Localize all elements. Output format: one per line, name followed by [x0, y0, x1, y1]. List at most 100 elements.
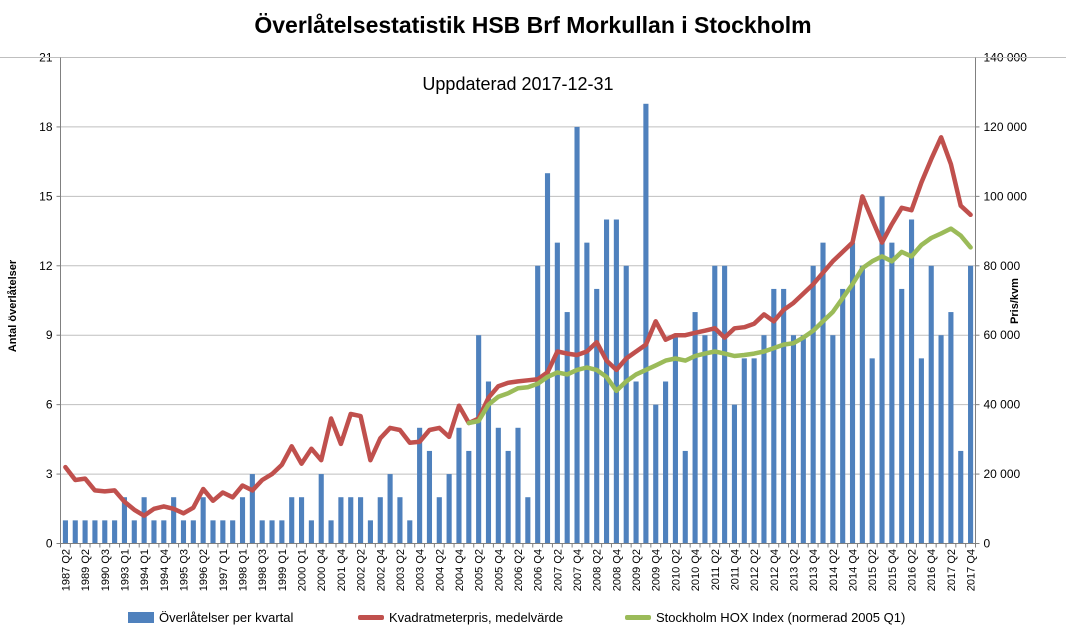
x-axis-tick-label: 2014 Q4 [848, 549, 860, 591]
bar-q [407, 520, 413, 544]
x-axis-tick-label: 2016 Q4 [926, 549, 938, 591]
bar-q [702, 335, 708, 544]
bar-2008 Q2 [594, 288, 600, 544]
bar-2005 Q4 [495, 427, 501, 544]
bar-q [722, 265, 728, 544]
x-axis-tick-label: 2012 Q2 [749, 549, 761, 591]
x-axis-tick-label: 1987 Q2 [60, 549, 72, 591]
legend-item-hox-index: Stockholm HOX Index (normerad 2005 Q1) [625, 607, 905, 627]
bar-q [820, 242, 826, 544]
bar-2011 Q2 [712, 265, 718, 544]
x-axis-tick-label: 1998 Q3 [257, 549, 269, 591]
chart-subtitle: Uppdaterad 2017-12-31 [422, 74, 614, 94]
bar-q [308, 520, 314, 544]
bar-2004 Q4 [456, 427, 462, 544]
x-axis-tick-label: 2012 Q4 [769, 549, 781, 591]
x-axis-tick-label: 2016 Q2 [907, 549, 919, 591]
x-axis-tick-label: 2003 Q4 [415, 549, 427, 591]
bar-2010 Q4 [692, 312, 698, 544]
bar-q [230, 520, 236, 544]
x-axis-tick-label: 2000 Q4 [316, 549, 328, 591]
bar-1998 Q3 [259, 520, 265, 544]
bar-q [210, 520, 216, 544]
x-axis-tick-label: 2000 Q1 [297, 549, 309, 591]
bar-1995 Q3 [180, 520, 187, 544]
bar-2015 Q4 [889, 242, 895, 544]
bar-q [938, 335, 944, 544]
green-line-swatch-icon [625, 614, 651, 620]
x-axis-tick-label: 2005 Q4 [493, 549, 505, 591]
bar-q [623, 265, 629, 544]
bar-q [682, 450, 688, 544]
right-axis-tick-label: 20 000 [984, 467, 1021, 481]
bar-2000 Q1 [298, 497, 305, 544]
bar-2006 Q2 [515, 427, 521, 544]
x-axis-tick-label: 2003 Q2 [395, 549, 407, 591]
bar-2002 Q4 [377, 497, 383, 544]
x-axis-tick-label: 2011 Q4 [730, 549, 742, 590]
x-axis-tick-label: 2006 Q2 [513, 549, 525, 591]
bar-q [485, 381, 492, 544]
bar-2014 Q4 [849, 242, 856, 544]
bar-2004 Q2 [436, 497, 442, 544]
x-axis-tick-label: 2002 Q2 [356, 549, 368, 591]
left-axis-tick-label: 18 [39, 120, 53, 134]
bar-2003 Q2 [397, 497, 403, 544]
x-axis-tick-label: 1994 Q4 [159, 549, 171, 591]
x-axis-tick-label: 1993 Q1 [120, 549, 132, 591]
bar-1996 Q2 [200, 497, 206, 544]
bar-q [72, 520, 78, 544]
right-axis-tick-label: 80 000 [984, 259, 1021, 273]
bar-2009 Q4 [653, 404, 659, 544]
bar-q [800, 335, 806, 544]
bar-1993 Q1 [121, 497, 128, 544]
x-axis-tick-label: 1997 Q1 [218, 549, 230, 591]
left-axis-tick-label: 3 [46, 467, 53, 481]
bar-1994 Q4 [161, 520, 167, 544]
bar-2003 Q4 [417, 427, 423, 544]
bar-q [112, 520, 118, 544]
x-axis-tick-label: 2015 Q2 [867, 549, 879, 591]
bar-2012 Q4 [771, 288, 777, 544]
x-axis-tick-label: 2004 Q2 [434, 549, 446, 591]
right-axis-tick-label: 100 000 [984, 189, 1028, 203]
bar-1989 Q2 [82, 520, 88, 544]
x-axis-tick-label: 2007 Q4 [572, 549, 584, 591]
x-axis-tick-label: 1989 Q2 [80, 549, 92, 591]
x-axis-tick-label: 2008 Q2 [592, 549, 604, 591]
bar-2017 Q2 [948, 312, 954, 544]
x-axis-tick-label: 2004 Q4 [454, 549, 466, 591]
bar-q [584, 242, 590, 544]
bar-1998 Q1 [239, 497, 246, 544]
bar-q [131, 520, 137, 544]
bar-2007 Q2 [554, 242, 560, 544]
bar-q [505, 450, 511, 544]
bar-q [663, 381, 669, 544]
bar-q [958, 450, 964, 544]
bar-q [781, 288, 787, 544]
bar-q [92, 520, 98, 544]
bar-2015 Q2 [869, 358, 875, 544]
bar-2013 Q4 [810, 265, 816, 544]
sqm-price-line [63, 135, 973, 518]
left-axis-tick-label: 6 [46, 398, 53, 412]
bar-q [603, 219, 610, 544]
legend-item-transfers: Överlåtelser per kvartal [128, 607, 293, 627]
bar-q [387, 474, 393, 544]
bar-2009 Q2 [633, 381, 639, 544]
bar-2017 Q4 [968, 265, 974, 544]
chart-legend: Överlåtelser per kvartal Kvadratmeterpri… [0, 607, 1066, 631]
left-axis-tick-label: 0 [46, 537, 53, 551]
x-axis-tick-label: 2013 Q2 [789, 549, 801, 591]
bar-1994 Q1 [141, 497, 147, 544]
bar-q [564, 312, 570, 544]
x-axis-tick-label: 2001 Q4 [336, 549, 348, 591]
x-axis-tick-label: 2015 Q4 [887, 549, 899, 591]
bar-q [348, 497, 354, 544]
bar-2014 Q2 [830, 335, 836, 544]
right-axis-tick-label: 0 [984, 537, 991, 551]
bar-2000 Q4 [318, 474, 324, 544]
hox-index-line [466, 226, 973, 426]
bar-2016 Q2 [908, 219, 915, 544]
bar-2008 Q4 [613, 219, 619, 544]
